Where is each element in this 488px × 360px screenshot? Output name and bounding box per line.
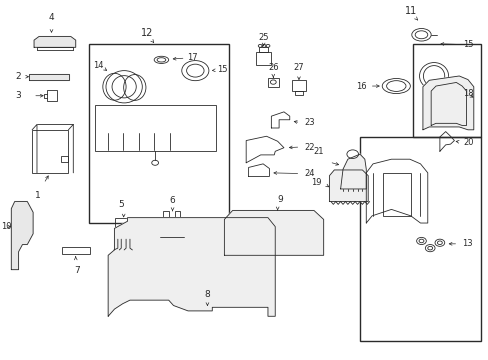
Text: 4: 4 [49, 13, 54, 22]
Bar [267, 78, 278, 87]
Text: 22: 22 [304, 143, 314, 152]
Bar [62, 247, 90, 253]
Bar [174, 211, 180, 218]
Bar [159, 218, 185, 237]
Text: 27: 27 [293, 63, 304, 72]
Polygon shape [34, 37, 76, 47]
Bar [61, 156, 68, 162]
Bar [32, 130, 68, 173]
Bar [255, 51, 271, 65]
Bar [46, 90, 57, 101]
Text: 14: 14 [93, 61, 103, 70]
Text: 9: 9 [277, 195, 283, 204]
Text: 17: 17 [186, 53, 197, 62]
Text: 24: 24 [304, 169, 314, 178]
Text: 6: 6 [169, 196, 175, 205]
Text: 18: 18 [462, 89, 473, 98]
Text: 2: 2 [16, 72, 21, 81]
Bar [258, 47, 268, 51]
Polygon shape [224, 211, 323, 255]
Text: 16: 16 [355, 82, 366, 91]
Bar [292, 80, 305, 91]
Bar [382, 173, 410, 216]
Text: 8: 8 [204, 290, 210, 299]
Bar [89, 44, 229, 223]
Polygon shape [108, 218, 275, 316]
Text: 19: 19 [310, 178, 321, 187]
Polygon shape [11, 202, 33, 270]
Bar [163, 211, 168, 218]
Bar [412, 44, 480, 137]
Text: 3: 3 [16, 91, 21, 100]
Bar [115, 218, 132, 239]
Text: 12: 12 [141, 28, 153, 39]
Text: 15: 15 [217, 65, 227, 74]
Text: 11: 11 [404, 6, 416, 16]
Text: 13: 13 [461, 239, 471, 248]
Text: 7: 7 [74, 266, 80, 275]
Text: 20: 20 [462, 138, 473, 147]
Text: 1: 1 [35, 191, 41, 200]
Polygon shape [29, 74, 69, 80]
Text: 21: 21 [312, 147, 323, 156]
Text: 15: 15 [462, 40, 473, 49]
Polygon shape [340, 154, 366, 189]
Polygon shape [422, 76, 473, 130]
Text: 5: 5 [118, 200, 124, 209]
Text: 25: 25 [258, 33, 268, 42]
Text: 26: 26 [267, 63, 278, 72]
Bar [95, 105, 216, 151]
Polygon shape [329, 170, 367, 202]
Bar [294, 91, 303, 95]
Text: 10: 10 [1, 222, 12, 231]
Text: 23: 23 [304, 118, 314, 127]
Bar [359, 137, 480, 341]
